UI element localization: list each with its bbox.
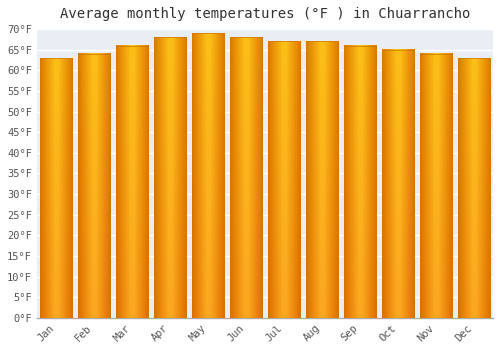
Bar — [268, 41, 300, 318]
Bar — [192, 33, 224, 318]
Bar — [116, 46, 148, 318]
Bar — [382, 50, 414, 318]
Title: Average monthly temperatures (°F ) in Chuarrancho: Average monthly temperatures (°F ) in Ch… — [60, 7, 470, 21]
Bar — [458, 58, 490, 318]
Bar — [154, 37, 186, 318]
Bar — [420, 54, 452, 318]
Bar — [78, 54, 110, 318]
Bar — [230, 37, 262, 318]
Bar — [344, 46, 376, 318]
Bar — [40, 58, 72, 318]
Bar — [306, 41, 338, 318]
